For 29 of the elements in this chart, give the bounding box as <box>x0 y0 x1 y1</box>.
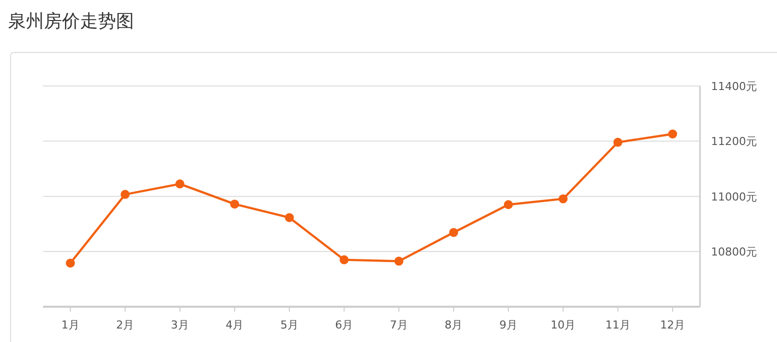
y-tick-label: 11400元 <box>711 80 757 93</box>
point <box>394 256 404 266</box>
point <box>230 200 240 209</box>
x-tick-label: 6月 <box>335 318 354 332</box>
point <box>120 190 130 199</box>
x-tick-label: 1月 <box>61 318 80 332</box>
point <box>449 228 458 237</box>
x-tick-label: 4月 <box>226 318 244 332</box>
y-tick-label: 11200元 <box>711 135 757 148</box>
y-tick-label: 11000元 <box>711 190 757 204</box>
point <box>175 179 184 188</box>
x-tick-label: 2月 <box>116 318 134 332</box>
x-tick-label: 9月 <box>499 318 518 332</box>
point <box>284 213 294 222</box>
point <box>66 258 75 268</box>
chart-title: 泉州房价走势图 <box>8 11 134 32</box>
x-tick-label: 10月 <box>550 318 576 332</box>
point <box>613 138 622 147</box>
x-tick-label: 7月 <box>390 318 408 332</box>
x-tick-label: 5月 <box>280 318 298 332</box>
x-tick-label: 11月 <box>605 318 630 332</box>
y-tick-label: 10800元 <box>711 246 757 259</box>
point <box>340 255 349 264</box>
point <box>668 130 678 138</box>
x-tick-label: 12月 <box>660 318 686 332</box>
point <box>558 194 568 204</box>
x-tick-label: 8月 <box>444 318 463 332</box>
x-tick-label: 3月 <box>170 318 189 332</box>
point <box>504 200 513 210</box>
